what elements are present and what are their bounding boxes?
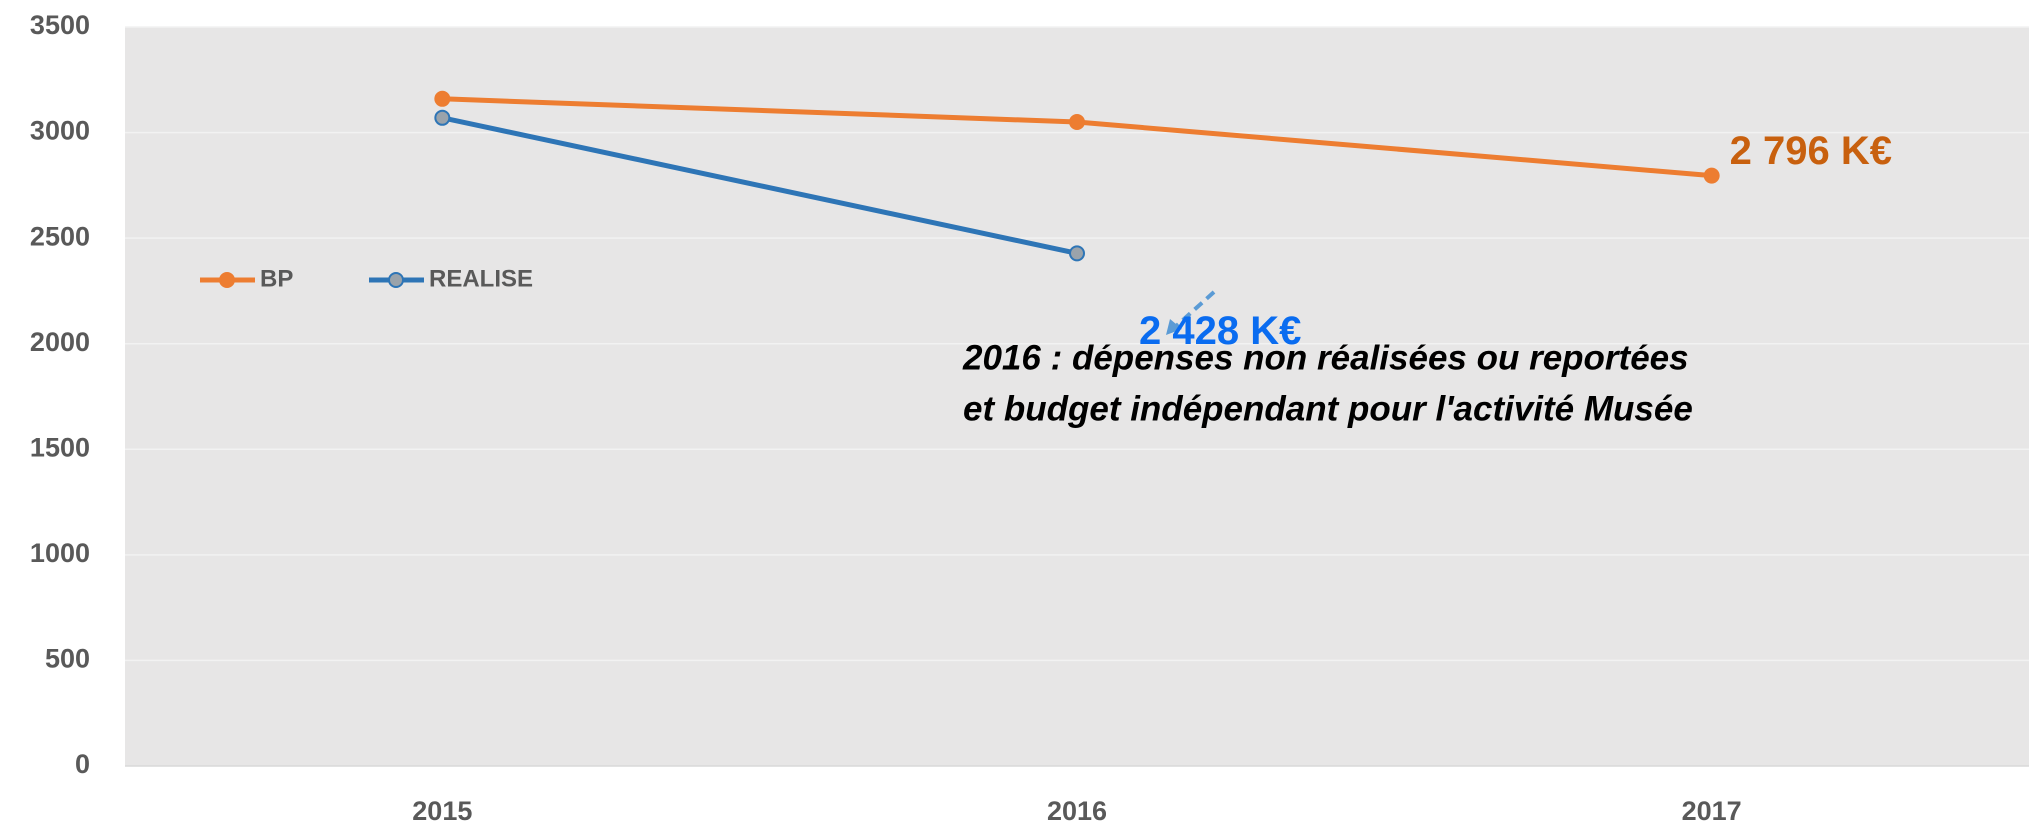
annotation-arrow bbox=[1172, 290, 1216, 330]
annotation: 2016 : dépenses non réalisées ou reporté… bbox=[962, 338, 1689, 377]
y-tick-label: 1500 bbox=[30, 432, 90, 462]
marker bbox=[1703, 167, 1720, 184]
y-tick-label: 500 bbox=[45, 644, 90, 674]
marker bbox=[434, 90, 451, 107]
legend-marker bbox=[388, 272, 404, 288]
value-label: 2 796 K€ bbox=[1730, 129, 1892, 173]
marker bbox=[1069, 245, 1085, 262]
annotation-arrowhead bbox=[1166, 319, 1182, 335]
x-tick-label: 2015 bbox=[412, 796, 472, 826]
y-tick-label: 2000 bbox=[30, 327, 90, 357]
y-tick-label: 3000 bbox=[30, 116, 90, 146]
y-tick-label: 1000 bbox=[30, 538, 90, 568]
plot-area bbox=[125, 27, 2029, 766]
series-line bbox=[441, 115, 1078, 256]
x-tick-label: 2017 bbox=[1682, 796, 1742, 826]
annotation: et budget indépendant pour l'activité Mu… bbox=[963, 389, 1693, 428]
legend-label: BP bbox=[260, 265, 293, 292]
y-tick-label: 0 bbox=[75, 749, 90, 779]
legend-marker bbox=[219, 272, 235, 288]
y-tick-label: 3500 bbox=[30, 10, 90, 40]
value-label: 2 428 K€ bbox=[1139, 309, 1301, 353]
legend-label: REALISE bbox=[429, 265, 533, 292]
marker bbox=[1069, 114, 1085, 131]
marker bbox=[434, 109, 451, 126]
y-tick-label: 2500 bbox=[30, 221, 90, 251]
x-tick-label: 2016 bbox=[1047, 796, 1107, 826]
